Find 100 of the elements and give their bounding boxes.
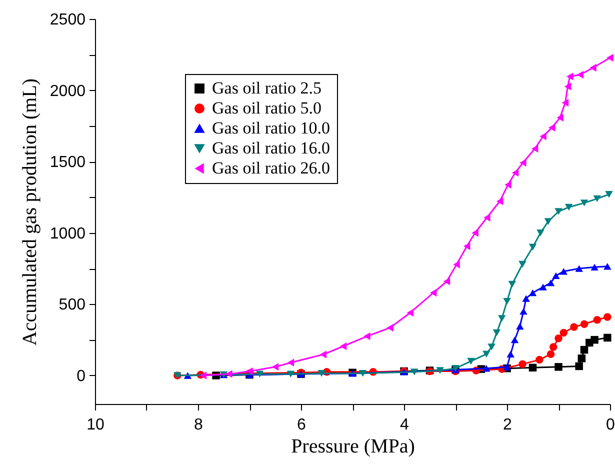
point: [606, 54, 614, 62]
point: [546, 350, 555, 358]
point: [536, 356, 544, 364]
y-tick-label: 2500: [50, 12, 86, 28]
point: [539, 284, 547, 290]
point: [604, 263, 612, 270]
y-tick-label: 500: [58, 296, 86, 314]
point: [528, 244, 537, 250]
point: [484, 214, 490, 222]
point: [604, 334, 612, 342]
point: [564, 82, 572, 90]
point: [549, 343, 558, 351]
point: [528, 289, 537, 296]
point: [570, 323, 578, 331]
point: [453, 260, 460, 268]
point: [506, 350, 514, 358]
point: [590, 336, 598, 344]
point: [272, 363, 279, 371]
point: [256, 370, 264, 378]
y-tick-label: 1500: [50, 154, 86, 172]
point: [492, 329, 501, 336]
point: [386, 324, 394, 332]
point: [436, 367, 444, 374]
point: [226, 370, 232, 378]
point: [564, 204, 573, 211]
point: [562, 98, 569, 107]
point: [593, 316, 601, 324]
point: [508, 280, 516, 288]
legend-label: Gas oil ratio 2.5: [212, 78, 322, 98]
point: [560, 268, 568, 275]
legend-label: Gas oil ratio 5.0: [212, 98, 322, 118]
point: [472, 229, 478, 237]
point: [590, 64, 596, 72]
point: [546, 279, 555, 286]
point: [503, 298, 511, 305]
y-tick-label: 2000: [50, 82, 86, 100]
point: [467, 358, 475, 365]
point: [578, 354, 586, 362]
legend-label: Gas oil ratio 26.0: [212, 158, 330, 178]
point: [556, 114, 564, 122]
legend-label: Gas oil ratio 10.0: [212, 118, 330, 138]
point: [358, 370, 367, 377]
point: [488, 344, 496, 350]
point: [552, 272, 560, 280]
point: [410, 368, 418, 376]
x-axis-title: Pressure (MPa): [291, 436, 415, 458]
point: [554, 208, 562, 215]
point: [496, 197, 504, 206]
point: [463, 242, 470, 250]
legend-label: Gas oil ratio 16.0: [212, 138, 330, 158]
y-axis-title: Accumulated gas prodution (mL): [18, 78, 41, 346]
point: [340, 342, 347, 350]
point: [554, 334, 562, 342]
point: [536, 230, 544, 236]
point: [200, 372, 207, 380]
point: [531, 144, 538, 153]
point: [580, 200, 588, 206]
point: [554, 363, 562, 371]
point: [566, 72, 574, 80]
point: [518, 360, 526, 368]
point: [576, 70, 584, 79]
point: [544, 218, 552, 225]
point: [528, 364, 537, 372]
point: [318, 370, 326, 377]
point: [286, 370, 295, 378]
point: [498, 315, 506, 322]
point: [406, 308, 414, 317]
point: [593, 195, 601, 202]
y-tick-label: 0: [76, 368, 86, 385]
point: [575, 362, 583, 370]
point: [364, 332, 370, 340]
point: [482, 350, 490, 358]
point: [540, 132, 546, 140]
x-tick-label: 10: [86, 416, 104, 434]
point: [580, 346, 588, 354]
x-tick-label: 2: [503, 416, 512, 434]
point: [605, 191, 613, 198]
point: [287, 358, 294, 367]
point: [575, 265, 583, 272]
point: [560, 328, 568, 337]
point: [320, 350, 326, 358]
point: [548, 124, 556, 132]
point: [512, 168, 519, 177]
point: [443, 277, 450, 286]
point: [522, 295, 530, 302]
point: [510, 336, 519, 344]
point: [604, 313, 612, 321]
y-tick-label: 1000: [50, 225, 86, 242]
x-tick-label: 6: [297, 416, 306, 434]
point: [482, 365, 490, 372]
point: [580, 320, 588, 328]
point: [430, 288, 437, 297]
x-tick-label: 4: [400, 416, 410, 434]
point: [518, 260, 526, 268]
point: [590, 264, 598, 270]
point: [520, 308, 528, 315]
point: [504, 180, 512, 189]
x-tick-label: 8: [194, 416, 204, 434]
point: [520, 158, 526, 167]
x-tick-label: 0: [606, 416, 615, 434]
